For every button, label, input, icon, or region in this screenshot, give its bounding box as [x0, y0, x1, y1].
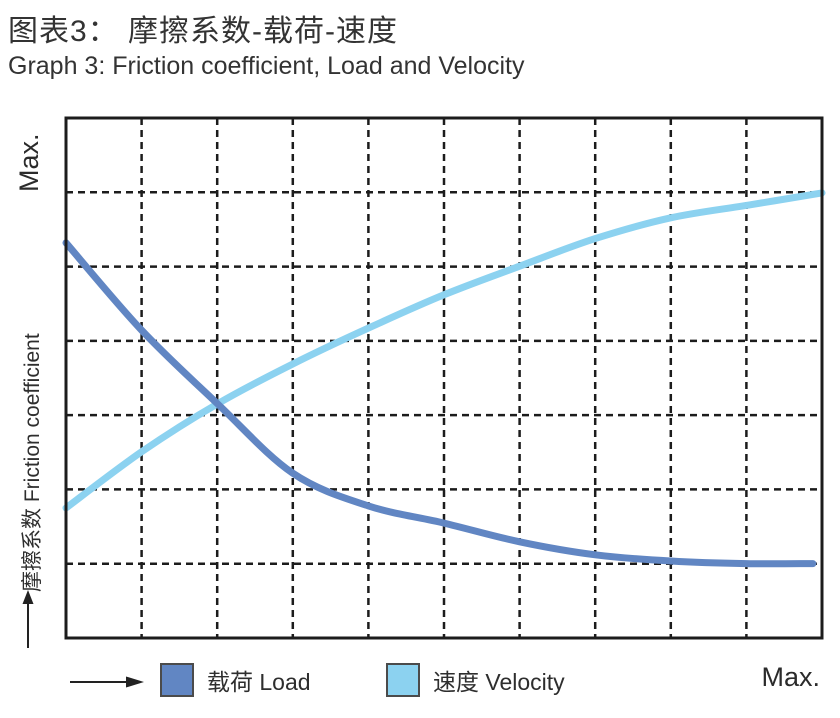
legend-item-velocity: 速度 Velocity [386, 663, 565, 697]
legend-label-load: 载荷 Load [207, 669, 311, 695]
x-axis-max-label: Max. [761, 662, 820, 692]
x-axis-arrow-icon [70, 676, 144, 688]
legend-label-velocity: 速度 Velocity [433, 669, 565, 695]
y-axis-arrow-icon [22, 590, 34, 648]
load-color-swatch [160, 663, 194, 697]
plot-border [64, 116, 824, 640]
series-lines [62, 189, 826, 568]
y-axis-title: 摩擦系数 Friction coefficient [21, 333, 44, 592]
y-axis-max-label: Max. [14, 133, 44, 192]
velocity-color-swatch [386, 663, 420, 697]
chart-title-chinese: 图表3： 摩擦系数-载荷-速度 [8, 15, 398, 48]
chart-title-english: Graph 3: Friction coefficient, Load and … [8, 52, 525, 80]
legend-item-load: 载荷 Load [160, 663, 311, 697]
grid-lines [66, 118, 822, 638]
